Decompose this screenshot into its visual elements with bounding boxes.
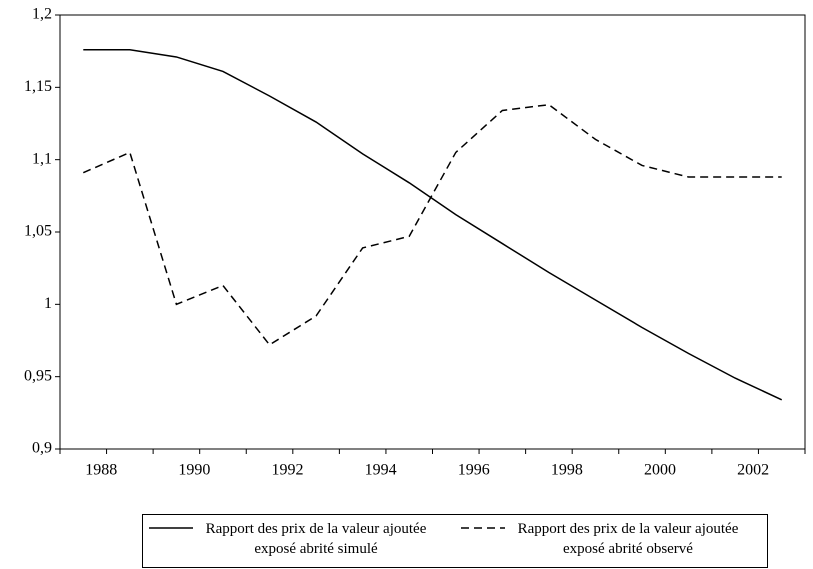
x-tick-label: 1996 — [458, 462, 490, 479]
legend-label: Rapport des prix de la valeur ajoutée ex… — [517, 521, 739, 557]
legend-label: Rapport des prix de la valeur ajoutée ex… — [205, 521, 427, 557]
plot-frame — [59, 14, 806, 450]
legend-entry: Rapport des prix de la valeur ajoutée ex… — [459, 519, 749, 559]
chart: 0,9 0,95 1 1,05 1,1 1,15 1,2 1988 1990 1992 1994 19… — [24, 6, 806, 479]
legend-entry: Rapport des prix de la valeur ajoutée ex… — [147, 519, 437, 559]
x-tick-label: 1988 — [85, 462, 117, 479]
y-tick-label: 0,95 — [24, 367, 52, 384]
x-tick-label: 2000 — [644, 462, 676, 479]
x-tick-label: 1990 — [178, 462, 210, 479]
x-tick-label: 1994 — [365, 462, 397, 479]
legend-swatch — [461, 527, 505, 529]
series-line — [83, 48, 783, 401]
series-line — [82, 103, 782, 346]
y-tick-label: 1,2 — [32, 6, 52, 23]
y-tick-label: 1,1 — [32, 150, 52, 167]
y-tick-label: 1,15 — [24, 78, 52, 95]
x-tick-label: 1998 — [551, 462, 583, 479]
y-tick-label: 0,9 — [32, 440, 52, 457]
legend-swatch — [149, 527, 193, 529]
x-tick-label: 2002 — [737, 462, 769, 479]
legend: Rapport des prix de la valeur ajoutée ex… — [142, 514, 768, 568]
x-tick-label: 1992 — [272, 462, 304, 479]
y-tick-label: 1 — [44, 295, 52, 312]
y-tick-label: 1,05 — [24, 223, 52, 240]
